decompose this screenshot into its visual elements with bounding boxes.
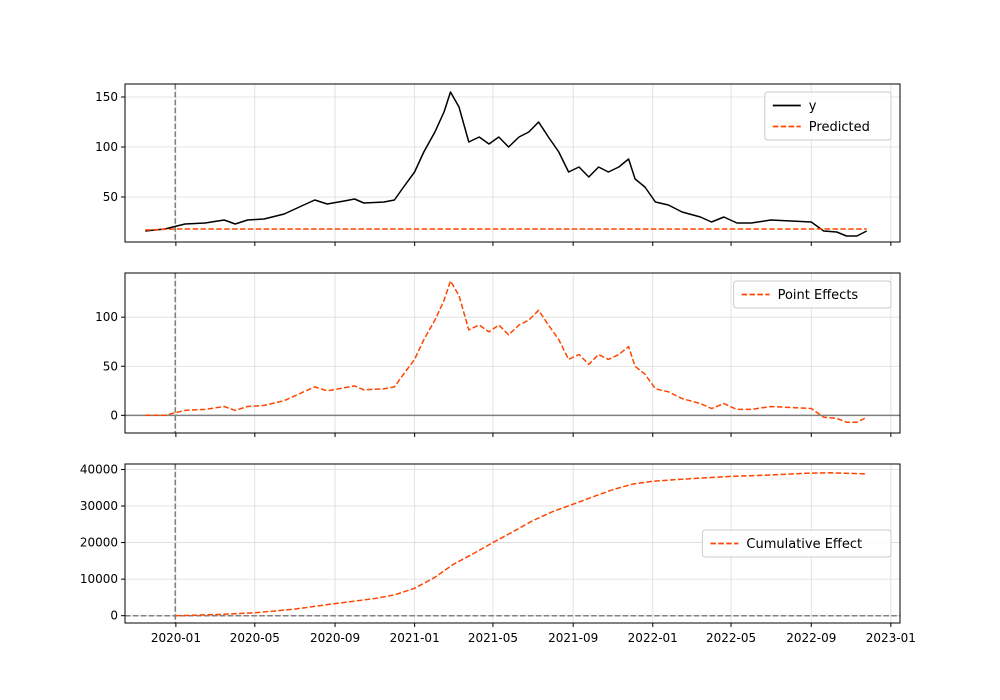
y-axis: 0 10000 20000 30000 40000 bbox=[80, 462, 125, 623]
series-line-y bbox=[145, 91, 868, 237]
axes-frame bbox=[124, 272, 901, 434]
legend-box bbox=[733, 280, 892, 309]
y-tick-label: 50 bbox=[103, 190, 118, 204]
legend-box bbox=[701, 529, 892, 558]
legend-label: Cumulative Effect bbox=[746, 537, 862, 552]
x-tick-label: 2022-09 bbox=[786, 631, 836, 645]
panel-observed-vs-predicted: 50 100 150 y Predicted bbox=[95, 83, 901, 246]
y-tick-label: 100 bbox=[95, 140, 118, 154]
x-axis: 2020-01 2020-05 2020-09 2021-01 2021-05 2021-… bbox=[151, 623, 916, 645]
y-tick-label: 0 bbox=[110, 609, 118, 623]
y-tick-label: 40000 bbox=[80, 462, 118, 476]
x-axis bbox=[175, 242, 892, 246]
x-tick-label: 2022-05 bbox=[706, 631, 756, 645]
axes-frame bbox=[124, 83, 901, 243]
legend-label: Predicted bbox=[809, 120, 870, 135]
x-tick-label: 2020-09 bbox=[310, 631, 360, 645]
x-axis bbox=[175, 433, 892, 437]
y-tick-label: 20000 bbox=[80, 536, 118, 550]
legend: Cumulative Effect bbox=[701, 529, 892, 558]
legend-label: y bbox=[809, 99, 817, 114]
y-tick-label: 30000 bbox=[80, 499, 118, 513]
y-tick-label: 100 bbox=[95, 310, 118, 324]
axes-frame bbox=[124, 463, 901, 624]
x-tick-label: 2023-01 bbox=[866, 631, 916, 645]
x-tick-label: 2021-05 bbox=[468, 631, 518, 645]
x-tick-label: 2021-09 bbox=[548, 631, 598, 645]
legend: Point Effects bbox=[733, 280, 892, 309]
x-tick-label: 2022-01 bbox=[628, 631, 678, 645]
series-line-predicted bbox=[145, 228, 867, 231]
y-tick-label: 150 bbox=[95, 90, 118, 104]
y-axis: 50 100 150 bbox=[95, 90, 125, 204]
y-axis: 0 50 100 bbox=[95, 310, 125, 422]
legend-box bbox=[764, 91, 892, 141]
y-tick-label: 0 bbox=[110, 408, 118, 422]
legend-label: Point Effects bbox=[778, 288, 859, 303]
x-tick-label: 2020-01 bbox=[151, 631, 201, 645]
x-tick-label: 2021-01 bbox=[390, 631, 440, 645]
x-tick-label: 2020-05 bbox=[230, 631, 280, 645]
y-tick-label: 50 bbox=[103, 359, 118, 373]
series-line-cumulative-effect bbox=[175, 472, 867, 617]
y-tick-label: 10000 bbox=[80, 572, 118, 586]
legend: y Predicted bbox=[764, 91, 892, 141]
panel-point-effects: 0 50 100 Point Effects bbox=[95, 272, 901, 437]
series-line-point-effects bbox=[145, 280, 868, 423]
